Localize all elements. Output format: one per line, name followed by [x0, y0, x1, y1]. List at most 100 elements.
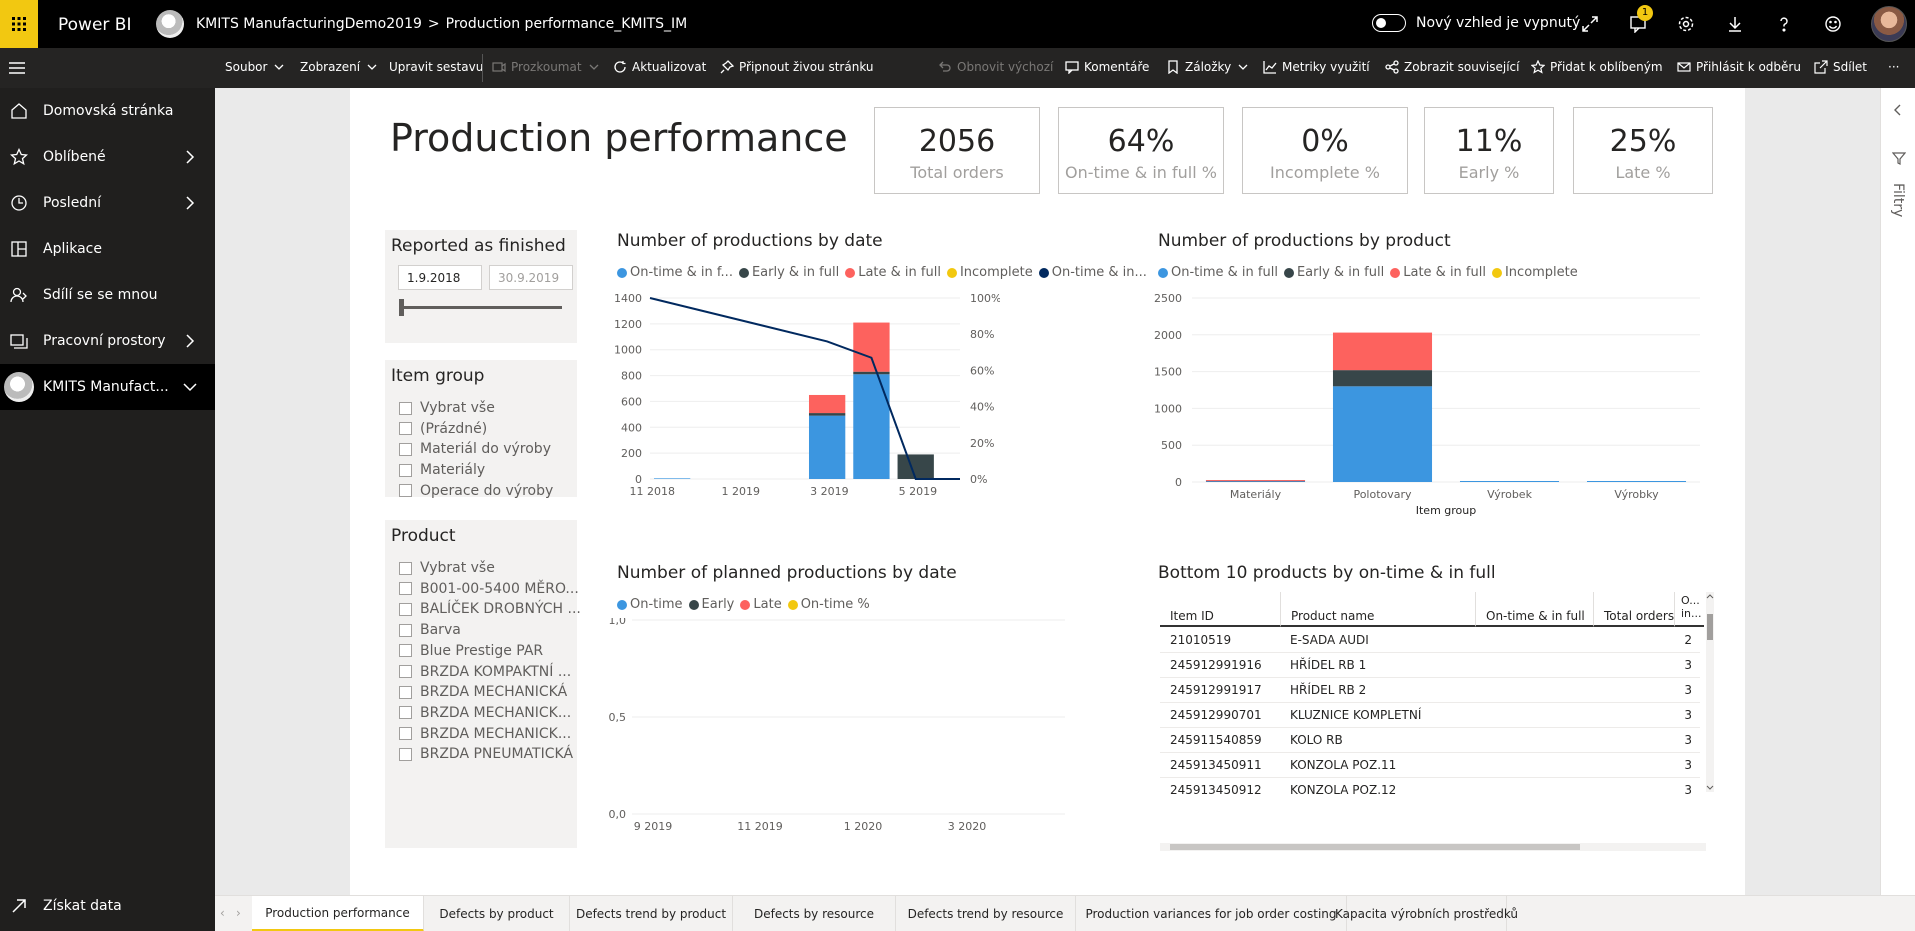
nav-item-favorites[interactable]: Oblíbené — [0, 134, 215, 180]
slicer-option[interactable]: BRZDA MECHANICKÁ — [399, 684, 567, 700]
bottom-products-table[interactable]: Item ID Product name On-time & in full Tota… — [1160, 592, 1706, 802]
legend-item[interactable]: Early & in full — [738, 265, 839, 280]
file-menu[interactable]: Soubor — [225, 60, 286, 74]
bar-segment-early[interactable] — [897, 454, 934, 479]
explore-menu[interactable]: Prozkoumat — [492, 60, 601, 74]
tab-scroll-right-icon[interactable]: › — [236, 906, 241, 920]
breadcrumb-workspace[interactable]: KMITS ManufacturingDemo2019 — [196, 16, 422, 32]
table-row[interactable]: 245913450912 KONZOLA POZ.12 3 — [1160, 778, 1700, 802]
legend-item[interactable]: Incomplete — [946, 265, 1033, 280]
checkbox[interactable] — [399, 463, 412, 477]
kpi-card-late[interactable]: 25% Late % — [1573, 107, 1713, 194]
bar-segment[interactable] — [1586, 481, 1687, 482]
legend-item[interactable]: Late & in full — [845, 265, 941, 280]
page-tab[interactable]: Defects trend by product — [570, 896, 733, 931]
app-launcher-button[interactable] — [0, 0, 38, 48]
bar-segment[interactable] — [1205, 481, 1306, 482]
bar-segment-ontime[interactable] — [653, 478, 691, 479]
bar-segment-late[interactable] — [853, 322, 890, 372]
breadcrumb-report[interactable]: Production performance_KMITS_IM — [445, 16, 688, 32]
date-range-handle[interactable] — [399, 299, 404, 316]
slicer-option[interactable]: B001-00-5400 MĚRO... — [399, 581, 579, 597]
slicer-option[interactable]: BRZDA MECHANICK... — [399, 726, 571, 742]
checkbox[interactable] — [399, 401, 412, 415]
slicer-option[interactable]: BRZDA MECHANICK... — [399, 705, 571, 721]
slicer-option[interactable]: Blue Prestige PAR — [399, 643, 543, 659]
settings-button[interactable] — [1662, 0, 1710, 48]
slicer-option[interactable]: BRZDA PNEUMATICKÁ — [399, 746, 573, 762]
bar-segment-early[interactable] — [808, 413, 846, 416]
legend-item[interactable]: Incomplete — [1491, 265, 1578, 280]
chart-planned-productions[interactable]: 0,0 0,5 1,0 9 2019 11 2019 1 2020 3 2020 — [600, 618, 1080, 848]
share-button[interactable]: Sdílet — [1814, 60, 1867, 74]
slicer-option[interactable]: Vybrat vše — [399, 400, 495, 416]
edit-report-button[interactable]: Upravit sestavu — [389, 60, 483, 74]
legend-item[interactable]: On-time & in... — [1038, 265, 1147, 280]
new-look-toggle[interactable] — [1372, 14, 1406, 32]
pin-live-page-button[interactable]: Připnout živou stránku — [720, 60, 874, 74]
comments-button[interactable]: Komentáře — [1065, 60, 1149, 74]
legend-item[interactable]: Early & in full — [1283, 265, 1384, 280]
help-button[interactable] — [1760, 0, 1808, 48]
date-from-input[interactable]: 1.9.2018 — [398, 265, 482, 290]
nav-item-apps[interactable]: Aplikace — [0, 226, 215, 272]
kpi-card-ontime[interactable]: 64% On-time & in full % — [1058, 107, 1224, 194]
legend-item[interactable]: On-time — [617, 597, 683, 612]
table-row[interactable]: 245912990701 KLUZNICE KOMPLETNÍ 3 — [1160, 703, 1700, 728]
checkbox[interactable] — [399, 706, 412, 720]
user-avatar[interactable] — [1871, 6, 1907, 42]
checkbox[interactable] — [399, 644, 412, 658]
nav-item-get-data[interactable]: Získat data — [0, 883, 215, 929]
nav-item-workspaces[interactable]: Pracovní prostory — [0, 318, 215, 364]
view-related-button[interactable]: Zobrazit související — [1385, 60, 1520, 74]
ontime-percent-line[interactable] — [649, 297, 960, 480]
brand-title[interactable]: Power BI — [58, 15, 132, 35]
bar-segment-ontime[interactable] — [808, 415, 846, 479]
table-header-cell[interactable]: Product name — [1280, 592, 1475, 627]
bar-segment[interactable] — [1332, 332, 1433, 371]
usage-metrics-button[interactable]: Metriky využití — [1263, 60, 1370, 74]
nav-item-current-workspace[interactable]: KMITS Manufact... — [0, 364, 215, 410]
page-tab[interactable]: Defects trend by resource — [896, 896, 1076, 931]
legend-item[interactable]: On-time & in full — [1158, 265, 1278, 280]
filters-pane[interactable]: Filtry — [1880, 88, 1915, 931]
table-header-cell[interactable]: Item ID — [1160, 592, 1280, 627]
bar-segment-early[interactable] — [853, 371, 890, 375]
table-row[interactable]: 245912991916 HŘÍDEL RB 1 3 — [1160, 653, 1700, 678]
subscribe-button[interactable]: Přihlásit k odběru — [1677, 60, 1801, 74]
kpi-card-incomplete[interactable]: 0% Incomplete % — [1242, 107, 1408, 194]
chart-productions-by-product[interactable]: 0 500 1000 1500 2000 2500 Materiály Polotovary V… — [1140, 286, 1720, 526]
kpi-card-early[interactable]: 11% Early % — [1424, 107, 1554, 194]
page-tab[interactable]: Defects by product — [424, 896, 570, 931]
table-row[interactable]: 21010519 E-SADA AUDI 2 — [1160, 628, 1700, 653]
page-tab[interactable]: Production performance — [252, 896, 424, 931]
download-button[interactable] — [1711, 0, 1759, 48]
page-tab[interactable]: Production variances for job order costi… — [1076, 896, 1347, 931]
slicer-option[interactable]: (Prázdné) — [399, 421, 487, 437]
page-tab[interactable]: Defects by resource — [733, 896, 896, 931]
nav-item-recent[interactable]: Poslední — [0, 180, 215, 226]
feedback-button[interactable] — [1809, 0, 1857, 48]
slicer-option[interactable]: Materiál do výroby — [399, 441, 551, 457]
checkbox[interactable] — [399, 602, 412, 616]
checkbox[interactable] — [399, 561, 412, 575]
legend-item[interactable]: Late — [740, 597, 782, 612]
date-to-input[interactable]: 30.9.2019 — [489, 265, 573, 290]
table-header-cell[interactable]: On-time & in full — [1475, 592, 1593, 627]
legend-item[interactable]: On-time & in f... — [617, 265, 733, 280]
slicer-option[interactable]: BRZDA KOMPAKTNÍ ... — [399, 664, 571, 680]
slicer-option[interactable]: BALÍČEK DROBNÝCH ... — [399, 601, 581, 617]
more-options-button[interactable]: ··· — [1888, 60, 1899, 74]
table-row[interactable]: 245913450911 KONZOLA POZ.11 3 — [1160, 753, 1700, 778]
checkbox[interactable] — [399, 623, 412, 637]
table-horizontal-scrollbar[interactable] — [1160, 843, 1706, 851]
bar-segment[interactable] — [1459, 481, 1560, 482]
checkbox[interactable] — [399, 665, 412, 678]
table-row[interactable]: 245911540859 KOLO RB 3 — [1160, 728, 1700, 753]
page-tab[interactable]: Kapacita výrobních prostředků — [1335, 896, 1518, 931]
legend-item[interactable]: Early — [688, 597, 734, 612]
chevron-left-icon[interactable] — [1892, 104, 1904, 116]
checkbox[interactable] — [399, 484, 412, 498]
checkbox[interactable] — [399, 685, 412, 699]
slicer-option[interactable]: Operace do výroby — [399, 483, 553, 499]
